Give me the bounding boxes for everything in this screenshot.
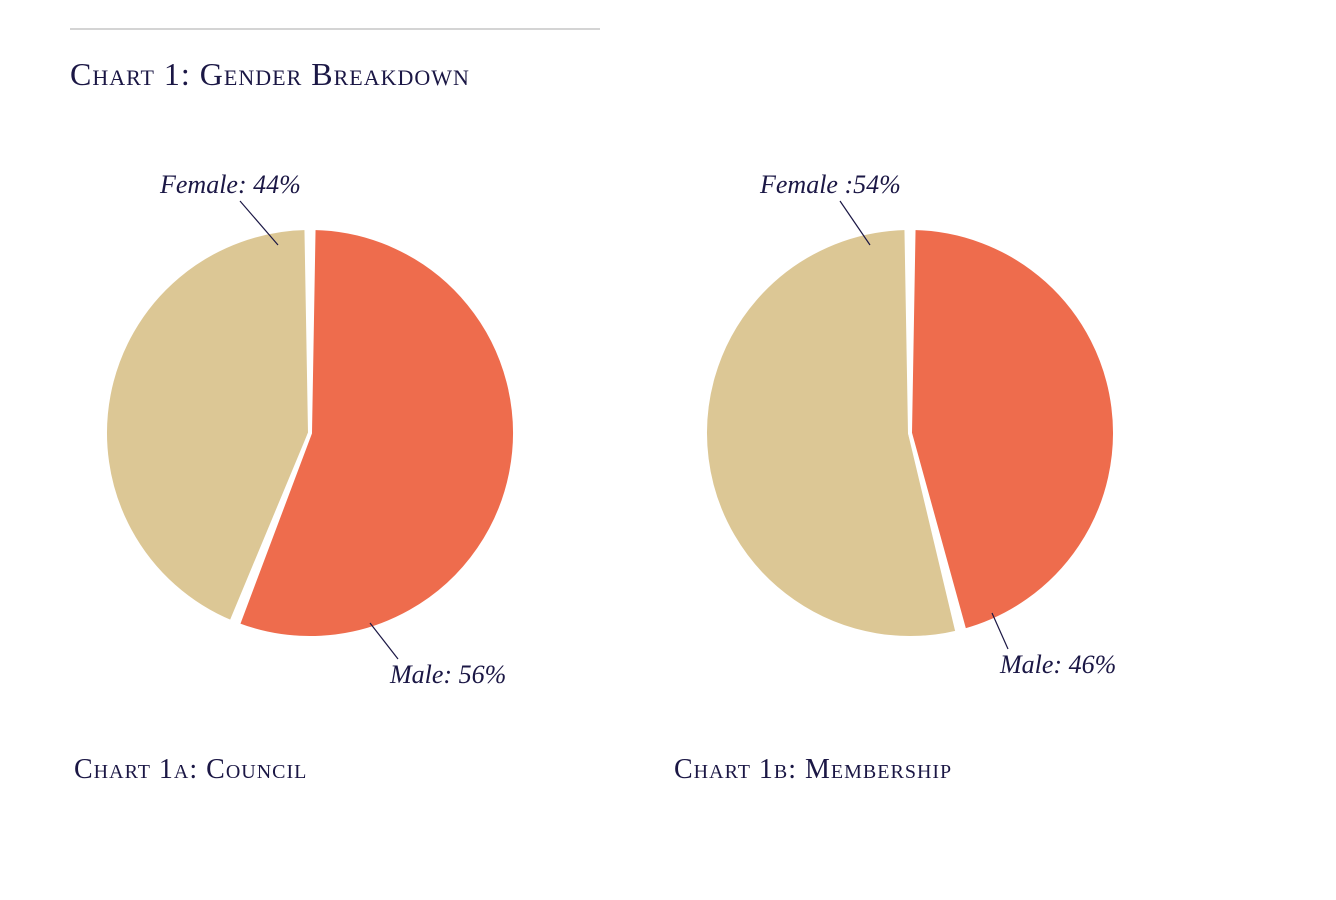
pie-chart-membership: Female :54% Male: 46% bbox=[670, 153, 1150, 718]
pie-chart-council: Female: 44% Male: 56% bbox=[70, 153, 550, 718]
divider-rule bbox=[70, 28, 600, 30]
slice-label-male: Male: 46% bbox=[999, 650, 1116, 679]
charts-row: Female: 44% Male: 56% Chart 1a: Council … bbox=[70, 153, 1266, 786]
slice-label-female: Female :54% bbox=[759, 170, 901, 199]
slice-label-male: Male: 56% bbox=[389, 660, 506, 689]
main-title: Chart 1: Gender Breakdown bbox=[70, 56, 1266, 93]
subtitle-membership: Chart 1b: Membership bbox=[670, 754, 952, 786]
leader-line bbox=[370, 623, 398, 659]
page: Chart 1: Gender Breakdown Female: 44% Ma… bbox=[0, 28, 1336, 900]
chart-membership: Female :54% Male: 46% Chart 1b: Membersh… bbox=[670, 153, 1150, 786]
subtitle-council: Chart 1a: Council bbox=[70, 754, 307, 786]
chart-council: Female: 44% Male: 56% Chart 1a: Council bbox=[70, 153, 550, 786]
slice-label-female: Female: 44% bbox=[159, 170, 301, 199]
